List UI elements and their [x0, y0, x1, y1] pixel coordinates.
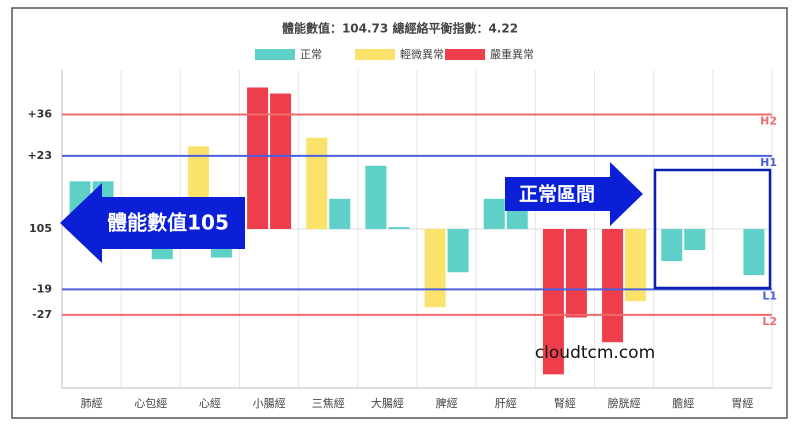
x-tick-label: 脾經 — [436, 396, 458, 410]
reference-label: L1 — [762, 289, 777, 302]
reference-label: L2 — [762, 315, 777, 328]
left-arrow: 體能數值105 — [60, 183, 245, 263]
chart-title: 體能數值：104.73 總經絡平衡指數：4.22 — [282, 21, 518, 36]
y-tick-label: -19 — [32, 282, 52, 295]
arrow-shape — [505, 162, 643, 226]
bar — [661, 229, 683, 262]
bar — [542, 229, 564, 375]
x-tick-label: 小腸經 — [253, 396, 286, 410]
x-tick-label: 三焦經 — [312, 396, 345, 410]
bar — [247, 87, 269, 230]
y-tick-label: +23 — [27, 149, 52, 162]
bar — [625, 229, 647, 302]
bar — [388, 227, 410, 229]
bar — [329, 198, 351, 229]
arrow-shape — [60, 183, 245, 263]
x-tick-label: 肝經 — [495, 396, 517, 410]
y-tick-label: -27 — [32, 308, 52, 321]
y-tick-label: 105 — [29, 222, 52, 235]
x-tick-label: 腎經 — [554, 396, 576, 410]
bar — [565, 229, 587, 318]
reference-label: H2 — [760, 115, 777, 128]
bar — [270, 93, 292, 229]
bar — [424, 229, 446, 308]
bar — [447, 229, 469, 273]
legend-label: 輕微異常 — [400, 47, 444, 61]
bar — [306, 137, 328, 229]
x-tick-label: 心包經 — [134, 396, 167, 410]
x-tick-label: 心經 — [199, 396, 221, 410]
x-tick-label: 膀胱經 — [608, 396, 641, 410]
bar — [483, 198, 505, 229]
legend-swatch — [355, 49, 395, 60]
reference-label: H1 — [760, 156, 777, 169]
legend-label: 正常 — [300, 48, 322, 61]
highlight-box — [653, 168, 772, 290]
legend-swatch — [445, 49, 485, 60]
x-tick-label: 肺經 — [81, 396, 103, 410]
watermark: cloudtcm.com — [535, 343, 655, 363]
frame — [11, 7, 788, 419]
right-arrow: 正常區間 — [505, 162, 643, 226]
legend-label: 嚴重異常 — [490, 47, 534, 61]
x-tick-label: 膽經 — [672, 396, 694, 410]
legend-swatch — [255, 49, 295, 60]
arrow-text: 體能數值105 — [107, 211, 229, 235]
x-tick-label: 胃經 — [731, 396, 753, 410]
bar — [365, 165, 387, 229]
x-tick-label: 大腸經 — [371, 396, 404, 410]
y-tick-label: +36 — [27, 108, 52, 121]
bar — [743, 229, 765, 276]
bar — [684, 229, 706, 250]
bar — [602, 229, 624, 343]
arrow-text: 正常區間 — [519, 183, 595, 206]
